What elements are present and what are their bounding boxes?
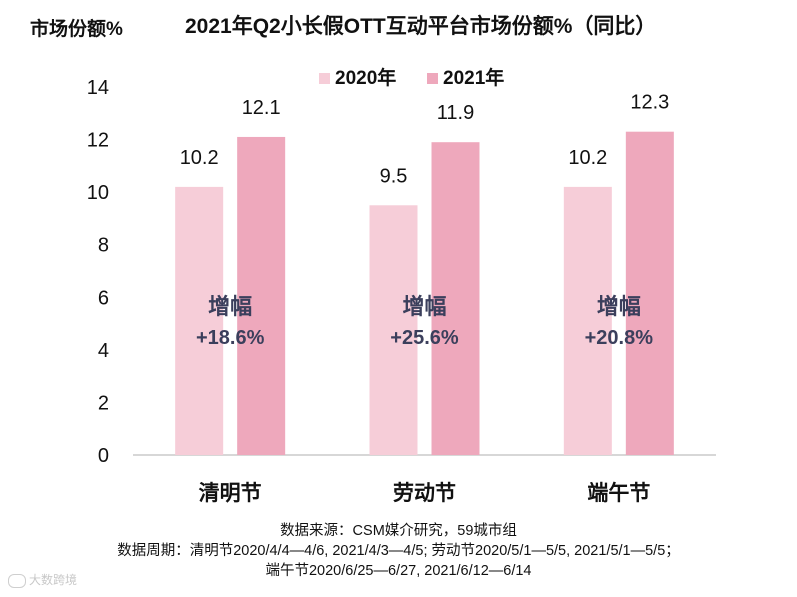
growth-annotation-value: +18.6% bbox=[196, 327, 265, 349]
y-tick-label: 6 bbox=[98, 287, 109, 309]
chart-title: 2021年Q2小长假OTT互动平台市场份额%（同比） bbox=[185, 15, 657, 38]
y-tick-label: 10 bbox=[87, 182, 109, 204]
growth-annotation-value: +25.6% bbox=[390, 327, 459, 349]
growth-annotation-label: 增幅 bbox=[597, 294, 641, 319]
watermark: 大数跨境 bbox=[8, 571, 77, 588]
data-label: 11.9 bbox=[437, 102, 474, 124]
source-line-2: 数据周期：清明节2020/4/4—4/6, 2021/4/3—4/5; 劳动节2… bbox=[117, 543, 680, 559]
growth-annotation-label: 增幅 bbox=[208, 294, 252, 319]
legend-label: 2021年 bbox=[443, 66, 504, 89]
growth-annotation-label: 增幅 bbox=[402, 294, 446, 319]
bar-2021年-劳动节 bbox=[431, 142, 480, 455]
y-tick-label: 2 bbox=[98, 392, 109, 414]
bar-2021年-清明节 bbox=[237, 136, 286, 455]
data-label: 9.5 bbox=[380, 165, 408, 187]
y-tick-label: 12 bbox=[87, 130, 109, 152]
source-notes: 数据来源：CSM媒介研究，59城市组 数据周期：清明节2020/4/4—4/6,… bbox=[0, 521, 797, 581]
x-tick-label: 端午节 bbox=[587, 481, 650, 505]
y-tick-label: 0 bbox=[98, 445, 109, 467]
watermark-text: 大数跨境 bbox=[29, 573, 78, 587]
source-line-1: 数据来源：CSM媒介研究，59城市组 bbox=[280, 523, 517, 539]
y-tick-label: 14 bbox=[87, 77, 109, 99]
y-tick-label: 4 bbox=[98, 340, 109, 362]
legend-label: 2020年 bbox=[335, 66, 396, 89]
legend-swatch bbox=[427, 73, 438, 84]
growth-annotation-value: +20.8% bbox=[585, 327, 654, 349]
data-label: 12.3 bbox=[630, 92, 669, 114]
x-tick-label: 清明节 bbox=[199, 481, 262, 505]
source-line-3: 端午节2020/6/25—6/27, 2021/6/12—6/14 bbox=[265, 563, 532, 579]
watermark-logo-icon bbox=[8, 573, 26, 588]
legend-swatch bbox=[319, 73, 330, 84]
y-axis-unit-label: 市场份额% bbox=[30, 19, 123, 40]
data-label: 10.2 bbox=[568, 147, 607, 169]
bar-2020年-劳动节 bbox=[369, 205, 418, 455]
y-tick-label: 8 bbox=[98, 235, 109, 257]
bar-2020年-端午节 bbox=[563, 186, 612, 455]
data-label: 10.2 bbox=[180, 147, 219, 169]
data-label: 12.1 bbox=[242, 97, 281, 119]
x-tick-label: 劳动节 bbox=[393, 481, 456, 505]
bar-2021年-端午节 bbox=[625, 131, 674, 455]
bar-2020年-清明节 bbox=[175, 186, 224, 455]
bar-chart: 0 2 4 6 8 10 12 14 10.2 12.1 清明节 增幅 +18.6% 9.5 11.9 劳动节… bbox=[87, 66, 716, 505]
